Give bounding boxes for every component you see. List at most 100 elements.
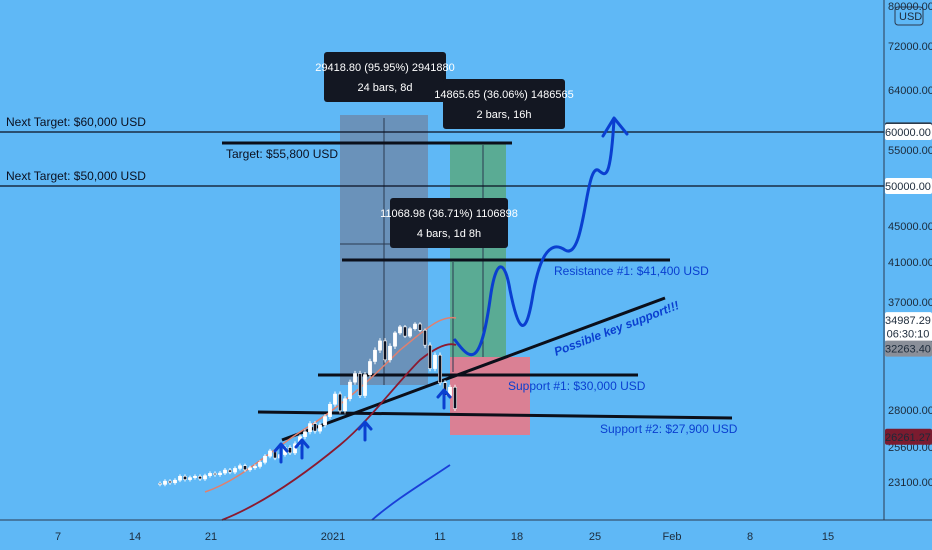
candle [163,479,167,487]
candle [358,370,362,399]
price-label: 32263.40 [885,340,932,357]
tooltip-line2: 4 bars, 1d 8h [417,228,481,240]
tooltip-line1: 11068.98 (36.71%) 1106898 [380,208,518,220]
time-tick-label: 7 [55,531,61,543]
candle [453,384,457,412]
time-tick-label: 21 [205,531,217,543]
tooltip-line1: 14865.65 (36.06%) 1486565 [434,89,573,101]
tooltip-line2: 24 bars, 8d [357,82,412,94]
candle [158,481,162,487]
candle [343,396,347,414]
price-label-bg [885,325,932,342]
candle [258,460,262,469]
tooltip-background [324,52,446,102]
candle [263,454,267,465]
ma-long-line [371,464,451,521]
candle [433,352,437,372]
candle [303,429,307,440]
time-tick-label: 25 [589,531,601,543]
candle [348,379,352,402]
forecast-arrow-head [601,116,629,138]
candle [198,474,202,481]
tooltip-background [390,198,508,248]
candle [288,445,292,456]
candle [253,464,257,470]
candle [383,338,387,363]
price-label: 60000.00 [885,124,932,140]
measure-tooltip: 29418.80 (95.95%) 2941880 24 bars, 8d [315,52,455,102]
price-label-text: 06:30:10 [887,329,930,341]
time-tick-label: 18 [511,531,523,543]
candle [388,343,392,363]
time-tick-label: 11 [434,531,445,543]
price-label: 06:30:10 [885,325,932,342]
price-label: 26261.27 [885,428,932,445]
candle [368,358,372,378]
candle [178,474,182,483]
candle [308,421,312,435]
measure-zone-green [450,142,506,357]
price-tick-label: 37000.00 [888,297,932,309]
candle [173,478,177,485]
trendline [281,296,666,442]
candle [213,471,217,477]
measure-tooltip: 14865.65 (36.06%) 1486565 2 bars, 16h [434,79,574,129]
tooltip-line1: 29418.80 (95.95%) 2941880 [315,62,454,74]
stop-zone-red [450,357,530,435]
candle [203,473,207,481]
candle [328,401,332,420]
candle [233,466,237,475]
candle [218,471,222,477]
time-tick-label: 15 [822,531,834,543]
candle [193,474,197,480]
price-label-bg [885,124,932,140]
price-tick-label: 41000.00 [888,257,932,269]
price-label-bg [885,312,932,329]
price-label: 34987.29 [885,312,932,329]
candle [403,325,407,338]
candle [413,322,417,331]
candle [438,352,442,386]
candle [183,474,187,482]
candle [208,471,212,478]
target-label: Next Target: $60,000 USD [6,115,146,129]
candle [353,370,357,385]
time-tick-label: 2021 [321,531,345,543]
price-label-text: 34987.29 [885,315,931,327]
up-arrow-icon [436,388,452,410]
candle [313,421,317,434]
candle [248,465,252,472]
price-label-text: 26261.27 [885,432,931,444]
candle [333,391,337,407]
price-tick-label: 25600.00 [888,442,932,454]
candle [238,463,242,471]
support2-line [257,410,733,420]
price-label-bg [885,178,932,194]
price-tick-label: 72000.00 [888,41,932,53]
candle [423,328,427,348]
candle [268,448,272,459]
candle [398,325,402,335]
candle [223,468,227,476]
time-tick-label: Feb [663,531,682,543]
candle [408,326,412,338]
ma-mid-line [221,343,457,521]
candle [323,414,327,428]
candle [418,322,422,333]
price-tick-label: 55000.00 [888,145,932,157]
price-tick-label: 45000.00 [888,221,932,233]
measure-tooltip: 11068.98 (36.71%) 1106898 4 bars, 1d 8h [380,198,518,248]
up-arrow-icon [294,438,310,460]
tooltip-line2: 2 bars, 16h [476,109,531,121]
support2-label: Support #2: $27,900 USD [600,422,738,436]
time-tick-label: 14 [129,531,141,543]
candle [243,463,247,472]
price-label-text: 32263.40 [885,344,931,356]
candle [378,338,382,353]
candle [318,422,322,434]
price-label-bg [885,340,932,357]
candle [393,331,397,350]
candle [338,391,342,414]
